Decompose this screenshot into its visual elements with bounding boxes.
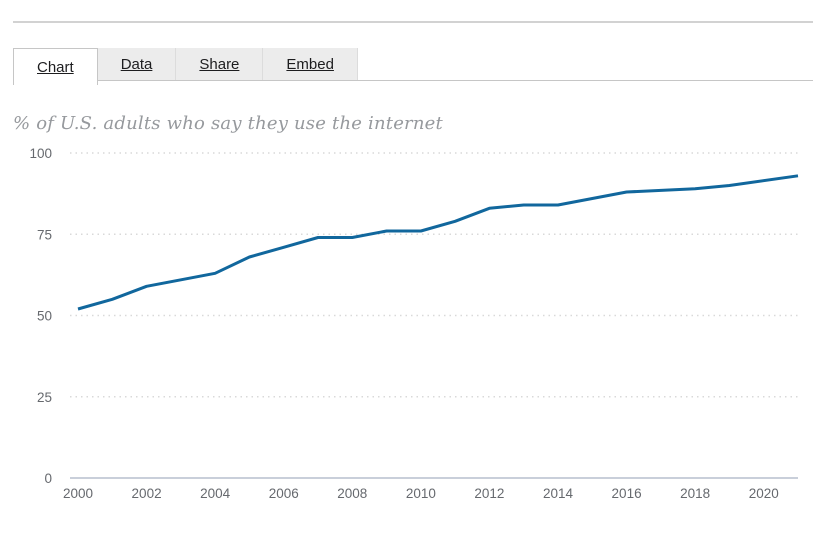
x-axis-tick-label: 2020 (749, 486, 779, 501)
x-axis-tick-label: 2012 (474, 486, 504, 501)
x-axis-tick-label: 2014 (543, 486, 574, 501)
tab-chart-label: Chart (37, 58, 74, 76)
line-chart: 100 75 50 25 0 2000 2002 2004 2006 2008 2010 2012 20… (29, 146, 799, 501)
tab-share[interactable]: Share (176, 48, 264, 80)
x-axis-tick-label: 2008 (337, 486, 367, 501)
tab-data[interactable]: Data (97, 48, 177, 80)
x-axis-tick-label: 2004 (200, 486, 231, 501)
x-axis-tick-label: 2000 (63, 486, 93, 501)
tab-bar: Chart Data Share Embed (13, 48, 813, 85)
tab-embed-label: Embed (286, 55, 334, 73)
x-axis-tick-label: 2016 (612, 486, 642, 501)
x-axis-tick-label: 2006 (269, 486, 299, 501)
y-axis-tick-label: 75 (37, 227, 52, 242)
chart-title: % of U.S. adults who say they use the in… (13, 113, 443, 134)
y-axis-tick-label: 25 (37, 390, 52, 405)
x-axis-tick-label: 2002 (132, 486, 162, 501)
x-axis-tick-label: 2010 (406, 486, 436, 501)
top-divider (13, 21, 813, 23)
tab-chart[interactable]: Chart (13, 48, 98, 85)
y-axis-tick-label: 100 (29, 146, 52, 161)
x-axis-tick-label: 2018 (680, 486, 710, 501)
tab-embed[interactable]: Embed (263, 48, 358, 80)
data-line[interactable] (77, 174, 799, 311)
tab-data-label: Data (120, 55, 153, 73)
tab-share-label: Share (199, 55, 240, 73)
y-axis-tick-label: 0 (44, 471, 52, 486)
y-axis-tick-label: 50 (37, 309, 52, 324)
